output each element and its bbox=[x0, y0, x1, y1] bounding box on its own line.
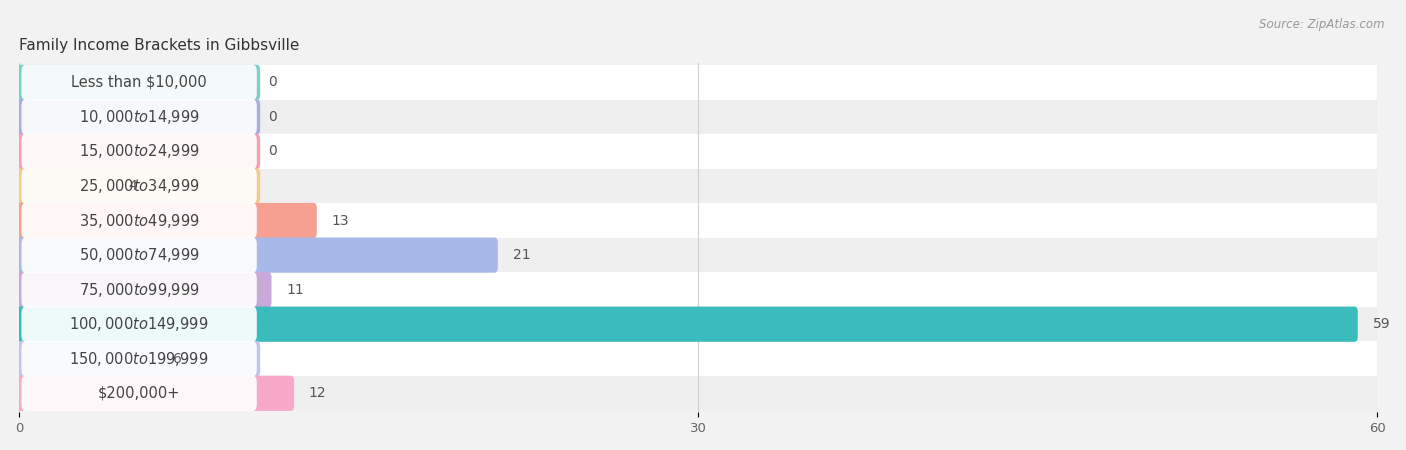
Text: 21: 21 bbox=[513, 248, 530, 262]
Text: Less than $10,000: Less than $10,000 bbox=[72, 75, 207, 90]
FancyBboxPatch shape bbox=[21, 306, 257, 342]
FancyBboxPatch shape bbox=[21, 64, 257, 100]
FancyBboxPatch shape bbox=[21, 134, 257, 169]
Text: Source: ZipAtlas.com: Source: ZipAtlas.com bbox=[1260, 18, 1385, 31]
FancyBboxPatch shape bbox=[21, 375, 257, 411]
FancyBboxPatch shape bbox=[18, 137, 27, 166]
Text: $35,000 to $49,999: $35,000 to $49,999 bbox=[79, 212, 200, 230]
Text: $10,000 to $14,999: $10,000 to $14,999 bbox=[79, 108, 200, 126]
FancyBboxPatch shape bbox=[15, 134, 260, 169]
FancyBboxPatch shape bbox=[21, 237, 257, 273]
Text: $100,000 to $149,999: $100,000 to $149,999 bbox=[69, 315, 209, 333]
Text: 12: 12 bbox=[309, 386, 326, 400]
Bar bbox=[20, 307, 1376, 342]
Text: 4: 4 bbox=[128, 179, 136, 193]
Bar bbox=[20, 238, 1376, 272]
Bar bbox=[20, 169, 1376, 203]
Text: $75,000 to $99,999: $75,000 to $99,999 bbox=[79, 281, 200, 299]
FancyBboxPatch shape bbox=[15, 203, 316, 238]
Text: $15,000 to $24,999: $15,000 to $24,999 bbox=[79, 143, 200, 161]
FancyBboxPatch shape bbox=[15, 99, 260, 135]
FancyBboxPatch shape bbox=[15, 65, 260, 100]
Bar bbox=[20, 376, 1376, 410]
FancyBboxPatch shape bbox=[15, 306, 1358, 342]
Bar bbox=[20, 203, 1376, 238]
FancyBboxPatch shape bbox=[15, 341, 260, 376]
Text: $50,000 to $74,999: $50,000 to $74,999 bbox=[79, 246, 200, 264]
FancyBboxPatch shape bbox=[15, 272, 271, 307]
FancyBboxPatch shape bbox=[21, 99, 257, 135]
Text: 0: 0 bbox=[269, 76, 277, 90]
FancyBboxPatch shape bbox=[15, 376, 294, 411]
Bar bbox=[20, 99, 1376, 134]
Bar bbox=[20, 134, 1376, 169]
FancyBboxPatch shape bbox=[21, 168, 257, 204]
FancyBboxPatch shape bbox=[21, 341, 257, 377]
FancyBboxPatch shape bbox=[15, 238, 498, 273]
FancyBboxPatch shape bbox=[21, 272, 257, 307]
FancyBboxPatch shape bbox=[18, 103, 27, 131]
Bar bbox=[20, 65, 1376, 99]
Text: Family Income Brackets in Gibbsville: Family Income Brackets in Gibbsville bbox=[20, 37, 299, 53]
FancyBboxPatch shape bbox=[18, 68, 27, 97]
Text: $200,000+: $200,000+ bbox=[98, 386, 180, 401]
Text: 13: 13 bbox=[332, 214, 349, 228]
FancyBboxPatch shape bbox=[15, 168, 260, 204]
Text: 59: 59 bbox=[1372, 317, 1391, 331]
Text: 6: 6 bbox=[173, 352, 181, 366]
Text: 11: 11 bbox=[287, 283, 304, 297]
Text: 0: 0 bbox=[269, 110, 277, 124]
Text: $150,000 to $199,999: $150,000 to $199,999 bbox=[69, 350, 209, 368]
FancyBboxPatch shape bbox=[21, 202, 257, 238]
Bar bbox=[20, 272, 1376, 307]
Bar bbox=[20, 342, 1376, 376]
Text: $25,000 to $34,999: $25,000 to $34,999 bbox=[79, 177, 200, 195]
Text: 0: 0 bbox=[269, 144, 277, 158]
